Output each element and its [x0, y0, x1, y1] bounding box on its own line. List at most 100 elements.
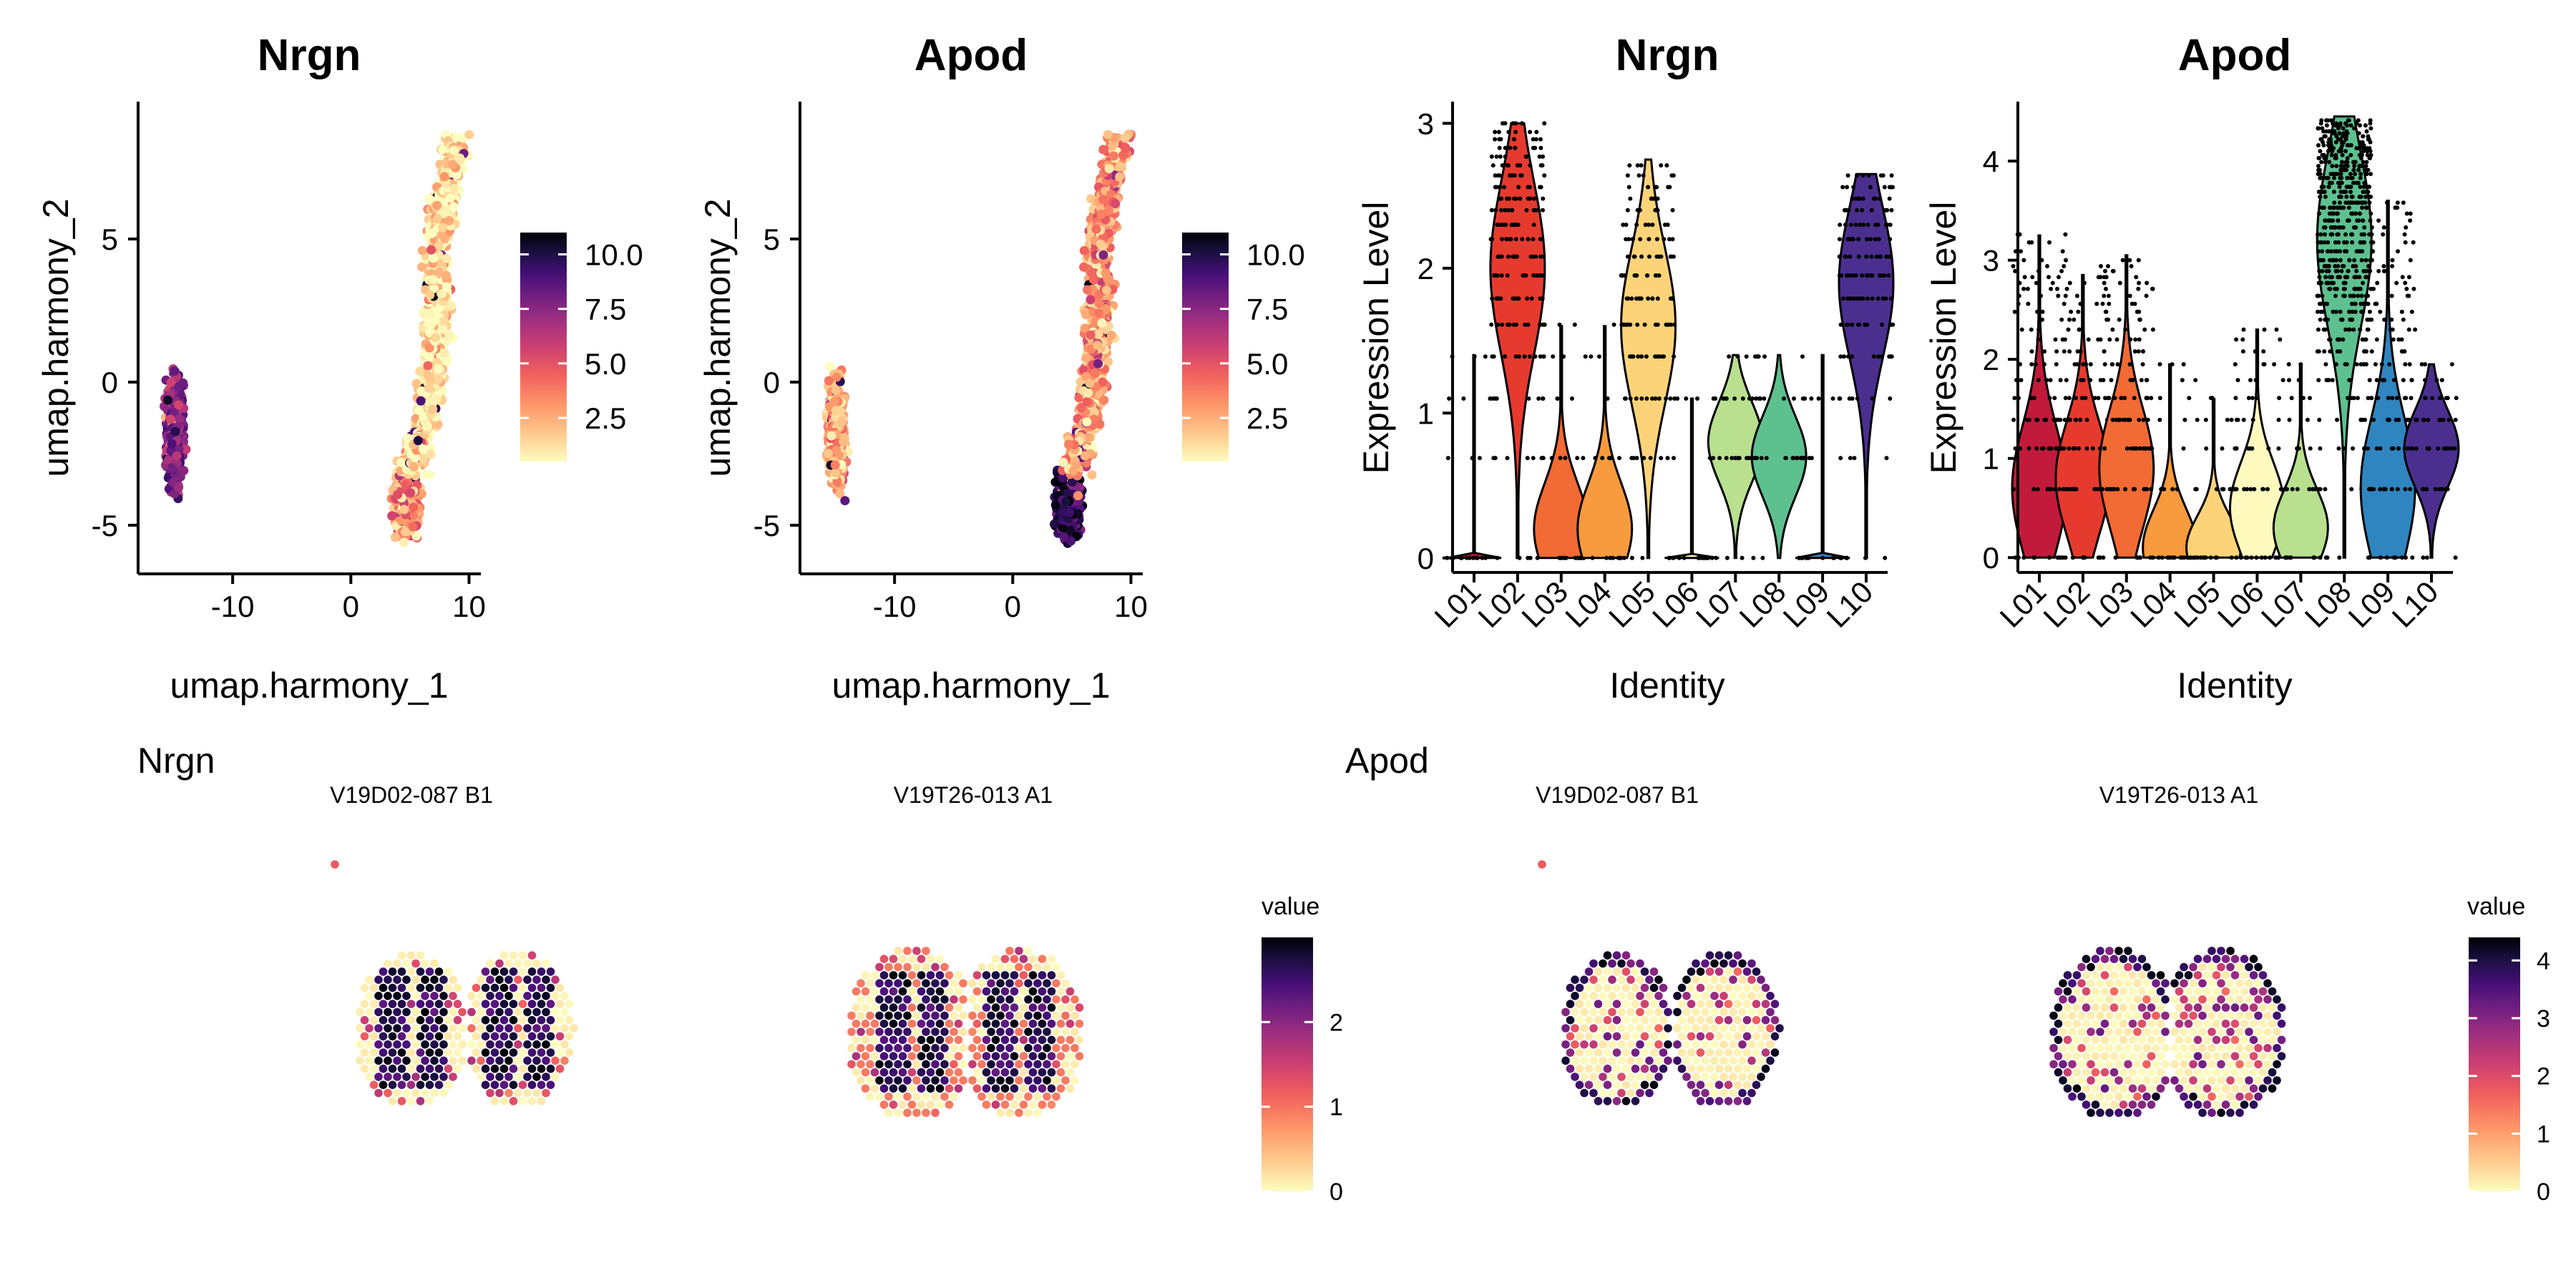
y-tick-label: 3: [1418, 107, 1434, 140]
violin-point: [1538, 354, 1543, 359]
violin-point: [2316, 309, 2320, 314]
violin-point: [1668, 254, 1673, 259]
violin-point: [2069, 487, 2074, 492]
violin-point: [2062, 446, 2067, 451]
violin-point: [2135, 555, 2140, 560]
umap-point: [423, 361, 433, 371]
violin-point: [1758, 396, 1763, 401]
violin-point: [1506, 163, 1511, 168]
umap-panel-apod: Apod -10 0 10 -505 umap.harmony_1 umap.har…: [698, 31, 1305, 706]
violin-point: [2324, 268, 2329, 273]
violin-point: [1863, 555, 1868, 560]
violin-point: [2132, 396, 2137, 401]
violin-point: [2142, 327, 2147, 332]
violin-point: [1871, 196, 1876, 201]
violin-point: [2081, 362, 2086, 367]
violin-point: [2242, 487, 2247, 492]
violin-point: [2031, 487, 2036, 492]
violin-point: [2233, 396, 2238, 401]
violin-point: [2050, 280, 2055, 286]
violin-point: [1477, 456, 1482, 461]
violin-point: [2012, 396, 2017, 401]
violin-point: [2062, 301, 2067, 306]
violin-point: [1864, 273, 1869, 278]
violin-point: [2066, 327, 2071, 332]
violin-point: [2328, 232, 2333, 237]
violin-point: [1489, 208, 1494, 213]
umap-point: [423, 371, 433, 380]
umap-point: [170, 366, 180, 376]
umap-point: [439, 316, 449, 326]
violin-point: [1541, 456, 1546, 461]
violin-point: [1474, 555, 1479, 560]
violin-point: [1516, 185, 1521, 190]
violin-point: [1635, 163, 1640, 168]
violin-point: [2054, 349, 2059, 354]
violin-point: [1838, 237, 1842, 242]
violin-point: [2338, 309, 2343, 314]
violin-point: [1496, 322, 1501, 327]
violin-point: [2022, 275, 2027, 280]
violin-point: [2263, 555, 2268, 560]
violin-point: [1528, 555, 1533, 560]
violin-point: [2360, 337, 2365, 342]
violin-point: [2150, 555, 2155, 560]
violin-shape: [1620, 158, 1677, 560]
violin-point: [2090, 446, 2095, 451]
violin-point: [2318, 446, 2323, 451]
umap-point: [425, 290, 435, 300]
violin-point: [1541, 254, 1546, 259]
violin-point: [2341, 264, 2346, 268]
violin-point: [1488, 237, 1493, 242]
violin-point: [1659, 163, 1664, 168]
violin-point: [2120, 258, 2125, 263]
violin-point: [2353, 286, 2358, 291]
umap-point: [1061, 497, 1071, 507]
violin-point: [1889, 296, 1893, 301]
umap-point: [167, 439, 177, 449]
violin-point: [2136, 258, 2141, 263]
violin-point: [2072, 317, 2077, 322]
violin-point: [1609, 456, 1614, 461]
violin-point: [1491, 354, 1496, 359]
umap-point: [1073, 491, 1083, 501]
violin-point: [2102, 446, 2107, 451]
violin-point: [1625, 254, 1630, 259]
violin-point: [1861, 223, 1866, 228]
violin-point: [2361, 240, 2366, 245]
umap-point: [163, 395, 173, 405]
violin-point: [1842, 354, 1847, 359]
violin-point: [2366, 327, 2371, 332]
violin-point: [1512, 137, 1517, 142]
violin-point: [1866, 173, 1871, 178]
violin-point: [2103, 309, 2108, 314]
violin-point: [2347, 378, 2352, 383]
violin-point: [2056, 293, 2061, 298]
violin-point: [2315, 293, 2320, 298]
violin-point: [2336, 446, 2341, 451]
violin-point: [1497, 137, 1502, 142]
violin-point: [2328, 275, 2333, 280]
violin-point: [2349, 232, 2354, 237]
violin-point: [1830, 396, 1835, 401]
umap-point: [830, 460, 840, 470]
y-tick-label: 0: [102, 366, 118, 399]
violin-point: [2117, 417, 2122, 422]
violin-point: [2326, 240, 2331, 245]
violin-point: [1880, 296, 1885, 301]
violin-point: [2141, 417, 2146, 422]
violin-point: [2229, 555, 2234, 560]
violin-point: [1759, 456, 1764, 461]
violin-point: [1884, 456, 1889, 461]
violin-point: [1493, 185, 1498, 190]
violin-point: [1667, 555, 1672, 560]
violin-point: [2102, 280, 2107, 286]
violin-point: [1682, 555, 1687, 560]
violin-point: [2276, 446, 2281, 451]
violin-point: [2336, 232, 2341, 237]
umap-point: [166, 377, 176, 387]
violin-point: [2157, 396, 2162, 401]
umap-point: [438, 223, 448, 233]
violin-point: [1538, 145, 1543, 150]
violin-point: [2042, 349, 2047, 354]
